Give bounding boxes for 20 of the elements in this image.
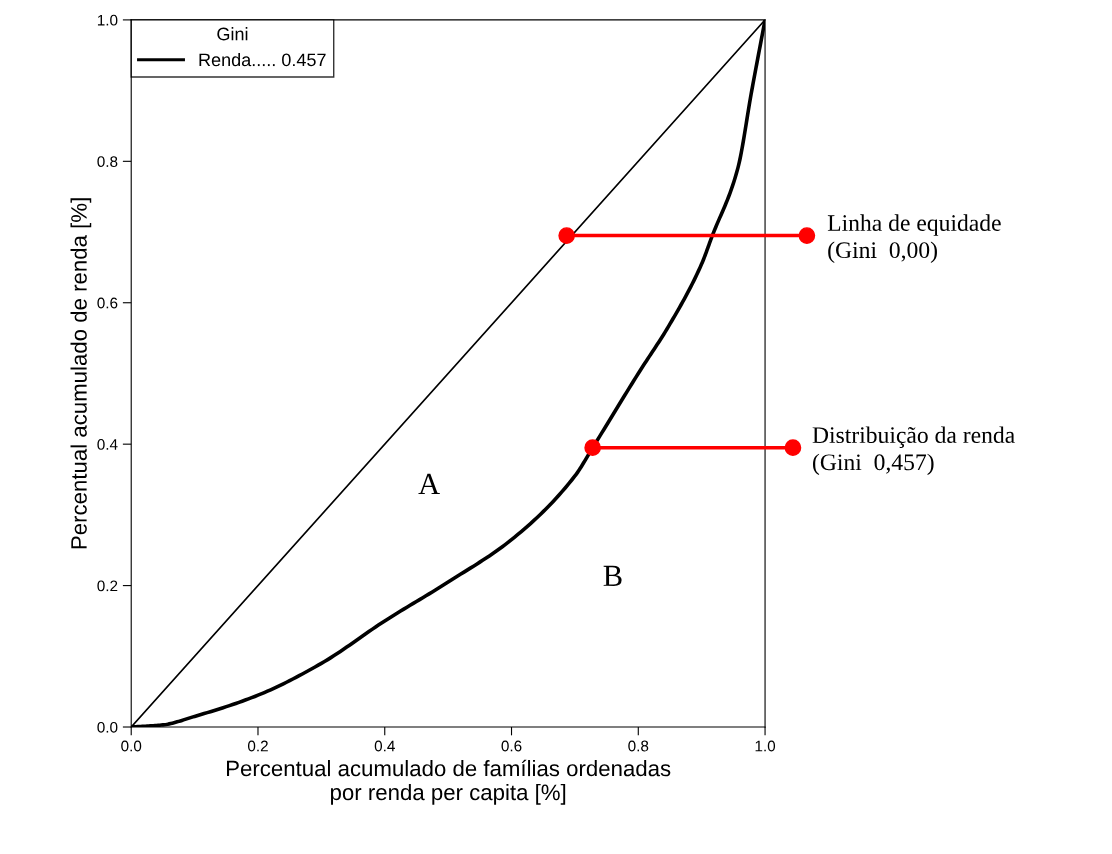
annotation: Linha de equidade (Gini 0,00) — [827, 214, 1001, 263]
x-tick-label: 0.0 — [121, 740, 142, 752]
legend-label: Renda..... 0.457 — [199, 52, 326, 67]
x-axis-title: Percentual acumulado de famílias ordenadas por renda per capita [%] — [227, 759, 671, 805]
annotation: Distribuição da renda (Gini 0,457) — [812, 426, 1015, 476]
y-tick-label: 0.8 — [97, 156, 118, 168]
x-tick-label: 0.4 — [374, 740, 395, 752]
y-tick-label: 0.6 — [97, 297, 118, 309]
y-tick-label: 0.0 — [97, 721, 118, 733]
annotation: B — [603, 565, 622, 586]
y-tick-label: 1.0 — [97, 14, 118, 26]
annotation: A — [418, 473, 440, 494]
y-axis-title: Percentual acumulado de renda [%] — [70, 198, 92, 549]
legend-title: Gini — [217, 27, 248, 41]
x-tick-label: 0.2 — [247, 740, 268, 752]
x-tick-label: 1.0 — [755, 740, 776, 752]
y-tick-label: 0.2 — [97, 580, 118, 592]
y-tick-label: 0.4 — [97, 439, 118, 450]
x-tick-label: 0.8 — [628, 740, 649, 752]
x-tick-label: 0.6 — [501, 740, 522, 752]
